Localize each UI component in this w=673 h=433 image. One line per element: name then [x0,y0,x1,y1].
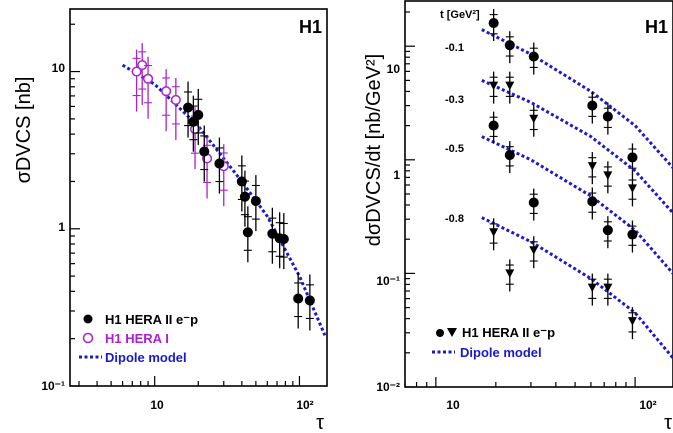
t-bin-label: -0.1 [445,42,464,54]
right-x-axis-label: τ [664,412,672,433]
dvcs-data-point [488,120,499,131]
left-y-tick-label: 1 [58,220,65,234]
right-chart-title: H1 [645,17,668,37]
right-y-tick-label: 1 [393,168,400,182]
right-y-tick-label: 10 [387,62,401,76]
dvcs-data-point [529,114,539,124]
t-bin-label: -0.5 [445,143,464,155]
right-x-tick-label: 10 [446,398,460,412]
hera2-data-point [182,102,194,113]
dvcs-data-point [505,81,515,91]
dvcs-data-point [489,228,499,237]
dvcs-data-point [587,283,597,293]
left-legend-label: H1 HERA II e⁻p [105,312,198,327]
dvcs-data-point [603,171,613,180]
right-panel: H1 t [GeV²] -0.1 -0.3 -0.5 -0.8 10 1 10⁻… [363,0,673,433]
t-header: t [GeV²] [440,9,480,21]
dvcs-data-point [504,150,515,161]
left-legend: H1 HERA II e⁻p H1 HERA I Dipole model [79,312,198,365]
hera2-data-point [250,196,261,207]
hera2-data-point [278,234,289,245]
t-bin-label: -0.8 [445,213,464,225]
dvcs-data-point [587,162,597,171]
dipole-model-curve-t0 [481,28,673,169]
dvcs-data-point [489,81,499,91]
left-plot-marks [70,23,327,387]
left-y-tick-label: 10⁻¹ [41,379,65,393]
hera2-data-point [293,293,304,304]
dvcs-data-point [627,184,637,193]
right-x-tick-label: 10² [639,398,656,412]
dvcs-data-point [528,51,539,62]
left-plot-frame [69,8,328,387]
hera2-data-point [242,227,253,238]
dvcs-data-point [602,225,613,236]
hera2-data-point [267,228,278,239]
right-plot-marks [404,9,673,388]
left-x-tick-label: 10² [296,398,313,412]
hera2-data-point [239,191,250,202]
dipole-model-curve-t3 [481,216,673,359]
left-x-axis-label: τ [316,412,324,433]
left-legend-label: H1 HERA I [105,331,169,346]
hera2-data-point [193,109,204,120]
dvcs-data-point [504,40,515,51]
dvcs-data-point [627,152,638,163]
hera1-data-point [131,66,142,77]
right-legend-label: H1 HERA II e⁻p [462,325,555,340]
hera2-data-point [214,158,225,169]
dipole-model-curve-t1 [481,79,673,215]
right-y-axis-label: dσDVCS/dt [nb/GeV²] [363,54,385,246]
dvcs-data-point [627,229,638,240]
dvcs-data-point [488,17,499,29]
dvcs-data-point [627,317,637,326]
dvcs-data-point [602,111,613,122]
left-x-tick-label: 10 [150,398,164,412]
legend-marker-open-circle [82,332,94,344]
left-panel: H1 10 1 10⁻¹ 10 10² τ σDVCS [nb] H1 HERA… [13,8,328,433]
left-chart-title: H1 [299,17,322,37]
dvcs-data-point [587,196,598,207]
left-y-axis-label: σDVCS [nb] [13,77,35,184]
legend-marker-filled-circle [83,314,93,324]
right-y-tick-label: 10⁻² [376,380,400,394]
dipole-model-curve-t2 [481,135,673,275]
left-legend-label: Dipole model [105,350,187,365]
dvcs-data-point [528,197,539,208]
hera1-data-point [161,86,172,97]
legend-marker-triangle [447,328,457,337]
legend-marker-filled-circle [436,329,444,337]
right-legend-label: Dipole model [460,345,542,360]
right-y-tick-label: 10⁻¹ [376,274,400,288]
left-y-tick-label: 10 [52,61,66,75]
hera1-data-point [170,94,181,105]
t-bin-label: -0.3 [445,94,464,106]
dvcs-data-point [603,283,613,293]
hera2-data-point [199,146,210,157]
hera1-data-point [143,73,154,84]
hera2-data-point [304,295,315,306]
dvcs-data-point [529,246,539,255]
dvcs-data-point [505,269,515,278]
right-legend: H1 HERA II e⁻p Dipole model [432,325,555,360]
dvcs-data-point [587,100,598,111]
